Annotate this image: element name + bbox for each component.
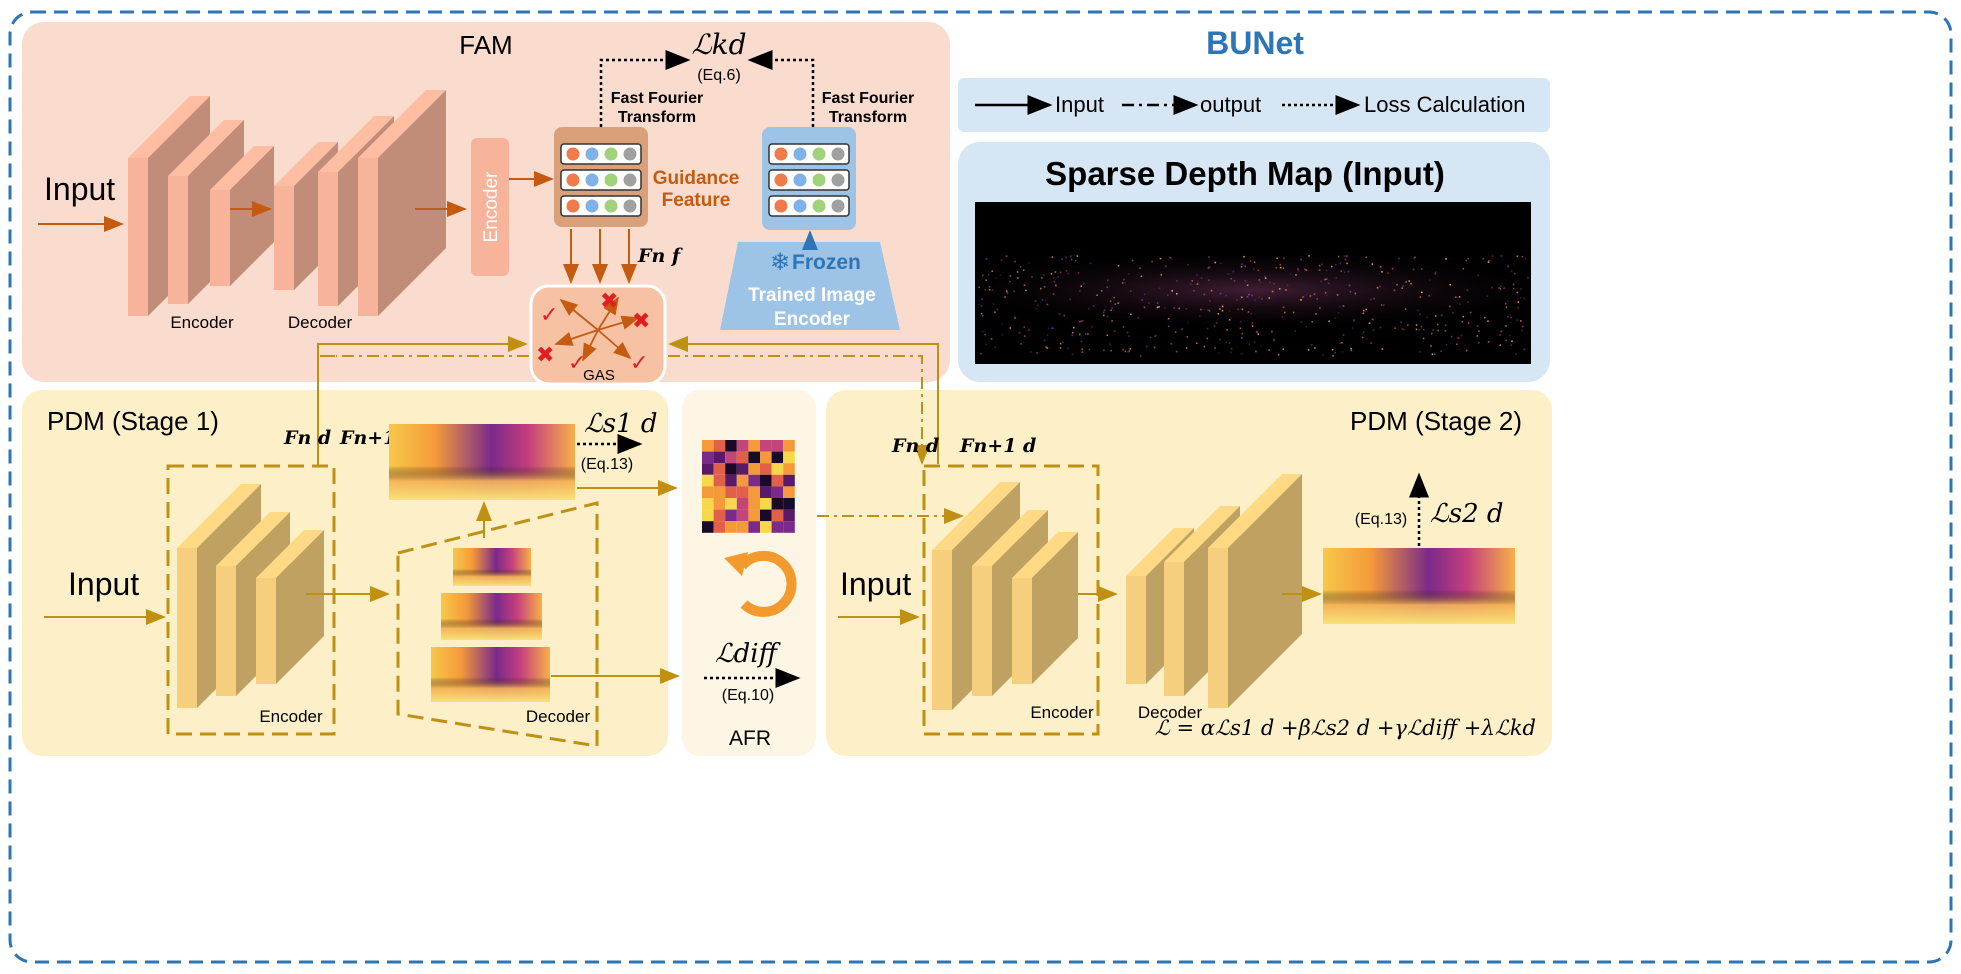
fam-input-label: Input	[44, 171, 115, 207]
legend: Input output Loss Calculation	[975, 92, 1525, 117]
pdm2-enc-slab	[1012, 532, 1078, 684]
outer-frame	[8, 10, 1953, 964]
kd-eq: (Eq.6)	[697, 67, 741, 84]
pdm2-encoder-decoder	[932, 474, 1302, 710]
fam-title: FAM	[459, 30, 512, 60]
check-icon: ✓	[630, 350, 648, 375]
noise-pattern	[702, 440, 795, 533]
check-icon: ✓	[568, 350, 586, 375]
pdm1-decoder-frame	[396, 501, 599, 748]
pdm1-fd-label: Fn d	[283, 427, 331, 449]
kd-loss: ℒkd	[691, 28, 746, 61]
legend-loss: Loss Calculation	[1364, 92, 1525, 117]
pdm2-encoder-frame	[922, 464, 1100, 736]
fft-label-left: Fast Fourier	[611, 90, 703, 107]
pdm2-loss: ℒs2 d	[1430, 499, 1504, 529]
pdm1-loss: ℒs1 d	[584, 409, 658, 439]
feature-row	[768, 169, 850, 191]
cross-icon: ✖	[536, 342, 554, 367]
snowflake-icon: ❄	[770, 249, 790, 276]
pdm2-decoder-label: Decoder	[1138, 703, 1203, 722]
feature-row	[768, 143, 850, 165]
ff-label: Fn f	[637, 245, 683, 267]
trained-label2: Encoder	[774, 309, 851, 330]
sparse-title: Sparse Depth Map (Input)	[1045, 155, 1445, 192]
check-icon: ✓	[540, 302, 558, 327]
fam-encoder-block-label: Encoder	[481, 171, 502, 242]
bunet-title: BUNet	[1206, 25, 1304, 61]
cross-icon: ✖	[600, 288, 618, 313]
fam-encoder-decoder	[128, 90, 446, 316]
afr-title: AFR	[729, 727, 771, 750]
pdm1-decoder-pyramid	[431, 548, 550, 702]
trained-label: Trained Image	[748, 285, 876, 306]
pdm1-enc-slab	[256, 530, 324, 684]
pdm1-eq: (Eq.13)	[581, 456, 633, 473]
feature-row	[560, 169, 642, 191]
pdm2-fd1-label: Fn+1 d	[959, 435, 1036, 457]
feature-row	[560, 143, 642, 165]
feature-row	[768, 195, 850, 217]
afr-loss: ℒdiff	[715, 639, 782, 669]
afr-eq: (Eq.10)	[722, 687, 774, 704]
pdm2-fd-label: Fn d	[891, 435, 939, 457]
sparse-depth-image	[975, 202, 1531, 364]
legend-panel	[958, 78, 1550, 132]
pdm1-encoder-label: Encoder	[259, 707, 323, 726]
guidance-feature	[554, 127, 648, 227]
pdm2-title: PDM (Stage 2)	[1350, 406, 1522, 436]
trained-image-encoder	[720, 127, 900, 330]
total-loss: ℒ = αℒs1 d +βℒs2 d +γℒdiff +λℒkd	[1155, 716, 1536, 740]
pdm1-encoder-frame	[166, 464, 336, 736]
fam-dec-slab	[358, 90, 446, 316]
fft-label-left2: Transform	[618, 109, 696, 126]
pdm1-decoder-label: Decoder	[526, 707, 591, 726]
pdm2-eq: (Eq.13)	[1355, 511, 1407, 528]
pdm1-encoder	[177, 484, 324, 708]
guidance-label2: Feature	[662, 190, 731, 211]
legend-input: Input	[1055, 92, 1104, 117]
pdm2-encoder-label: Encoder	[1030, 703, 1094, 722]
fft-label-right: Fast Fourier	[822, 90, 914, 107]
pdm2-depth-output	[1323, 548, 1515, 624]
pdm1-title: PDM (Stage 1)	[47, 406, 219, 436]
gas-module: ✓ ✖ ✖ ✖ ✓ ✓ GAS	[529, 284, 667, 386]
frozen-label: Frozen	[792, 251, 861, 274]
fft-label-right2: Transform	[829, 109, 907, 126]
pdm2-input-label: Input	[840, 566, 911, 602]
pdm1-input-label: Input	[68, 566, 139, 602]
feature-row	[560, 195, 642, 217]
refresh-icon	[724, 550, 797, 617]
cross-icon: ✖	[632, 308, 650, 333]
fam-decoder-label: Decoder	[288, 313, 353, 332]
pdm2-dec-slab	[1208, 474, 1302, 708]
pdm1-depth-output	[389, 424, 575, 500]
legend-output: output	[1200, 92, 1261, 117]
gas-label: GAS	[583, 367, 615, 384]
guidance-label: Guidance	[653, 168, 740, 189]
fam-encoder-label: Encoder	[170, 313, 234, 332]
fam-encoder-block	[471, 138, 509, 276]
